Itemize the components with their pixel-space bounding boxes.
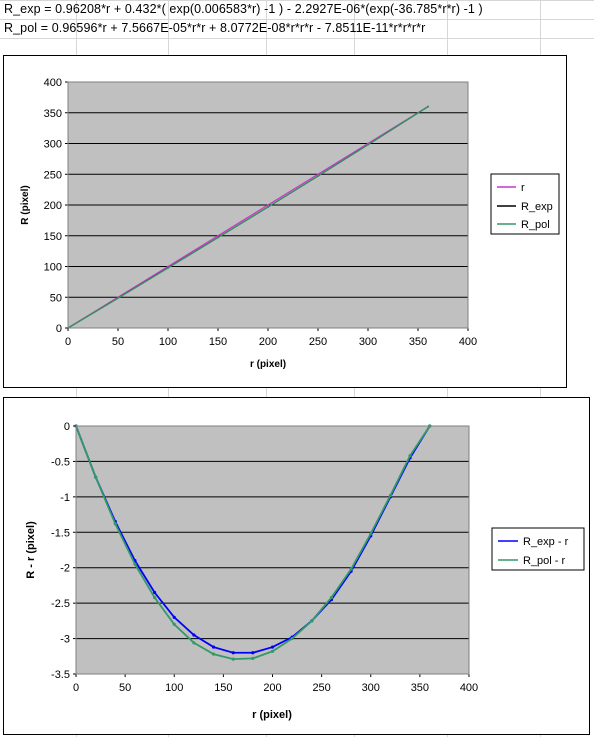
x-tick-label: 150	[209, 336, 227, 348]
plot-border	[67, 81, 469, 329]
y-tick-label: 300	[44, 139, 62, 151]
data-point	[369, 532, 373, 536]
series-line-r-pol	[67, 106, 429, 329]
sheet-row-line	[0, 38, 594, 39]
x-tick-label: 200	[263, 682, 281, 694]
x-tick-label: 400	[460, 682, 478, 694]
legend[interactable]: r R_exp R_pol	[490, 173, 560, 235]
y-tick-label: -2.5	[51, 598, 70, 610]
x-tick-label: 300	[359, 336, 377, 348]
data-point	[367, 143, 369, 146]
x-tick-label: 50	[119, 682, 131, 694]
y-tick-label: 50	[50, 292, 62, 304]
legend-label-r-exp: R_exp	[521, 201, 553, 213]
x-tick-label: 250	[312, 682, 330, 694]
legend-label-r-exp-minus-r: R_exp - r	[523, 536, 569, 548]
data-point	[153, 595, 157, 600]
x-tick-label: 250	[309, 336, 327, 348]
legend-label-r-pol: R_pol	[521, 219, 550, 231]
chart-residual-svg: 0-0.5-1-1.5-2-2.5-3-3.50 50 100 150 200 250 30…	[25, 421, 585, 721]
y-tick-label: 150	[44, 231, 62, 243]
sheet-row-line	[0, 19, 594, 20]
x-tick-label: 100	[165, 682, 183, 694]
data-point	[267, 204, 269, 206]
y-axis-title: R - r (pixel)	[25, 521, 37, 579]
x-axis-title: r (pixel)	[250, 359, 286, 370]
x-axis-title: r (pixel)	[252, 709, 292, 721]
data-point	[167, 267, 169, 269]
x-tick-label: 350	[409, 336, 427, 348]
x-tick-label: 0	[73, 682, 79, 694]
legend-label-r: r	[521, 182, 525, 194]
x-tick-label: 0	[65, 336, 71, 348]
x-tick-label: 100	[159, 336, 177, 348]
data-point	[270, 645, 275, 649]
legend-box	[491, 527, 585, 571]
data-point	[388, 493, 392, 498]
y-tick-label: -1	[60, 492, 70, 504]
data-point	[270, 649, 275, 653]
y-tick-label: 100	[44, 262, 62, 274]
x-tick-label: 350	[411, 682, 429, 694]
data-point	[192, 633, 196, 637]
data-point	[317, 173, 319, 176]
data-point	[251, 651, 255, 655]
y-tick-label: 0	[56, 323, 62, 335]
data-point	[172, 622, 176, 626]
x-tick-label: 150	[214, 682, 232, 694]
data-point	[211, 645, 216, 649]
y-tick-label: -2	[60, 563, 70, 575]
data-point	[408, 454, 412, 458]
y-tick-label: 0	[64, 421, 70, 433]
plot-area	[76, 426, 469, 674]
sheet-row-line	[0, 0, 594, 1]
data-point	[310, 619, 314, 623]
x-tick-label: 300	[362, 682, 380, 694]
chart-r-vs-r-svg: 0 50 100 150 200 250 300 350 400 0 50 100 150 200 250 3…	[20, 77, 560, 370]
formula-r-pol[interactable]: R_pol = 0.96596*r + 7.5667E-05*r*r + 8.0…	[4, 21, 426, 35]
y-tick-label: 400	[44, 77, 62, 89]
chart-r-vs-r[interactable]: 0 50 100 150 200 250 300 350 400 0 50 100 150 200 250 3…	[3, 55, 567, 388]
formula-r-exp[interactable]: R_exp = 0.96208*r + 0.432*( exp(0.006583…	[4, 2, 483, 16]
data-point	[117, 297, 119, 300]
y-axis-title: R (pixel)	[20, 185, 31, 224]
legend[interactable]: R_exp - r R_pol - r	[491, 527, 585, 571]
data-point	[427, 105, 429, 108]
legend-label-r-pol-minus-r: R_pol - r	[523, 555, 566, 567]
data-point	[172, 615, 176, 619]
data-point	[217, 236, 219, 239]
x-tick-label: 50	[112, 336, 124, 348]
y-tick-label: 350	[44, 108, 62, 120]
data-point	[217, 234, 219, 237]
chart-residual[interactable]: 0 -0.5 -1 -1.5 -2 -2.5 -3 -3.5 0 50 100 150 200 250 30…	[3, 397, 590, 735]
data-point	[153, 590, 157, 595]
y-tick-label: -0.5	[51, 456, 70, 468]
data-point	[317, 175, 319, 177]
data-point	[113, 522, 117, 526]
data-point	[211, 652, 216, 656]
data-point	[231, 651, 235, 655]
data-point	[251, 656, 255, 661]
series-line-r	[67, 106, 429, 329]
data-point	[94, 475, 98, 479]
y-tick-label: -3.5	[51, 669, 70, 681]
data-point	[290, 636, 294, 641]
y-tick-label: -1.5	[51, 527, 70, 539]
x-tick-label: 400	[459, 336, 477, 348]
y-tick-label: 250	[44, 169, 62, 181]
plot-border	[75, 425, 470, 675]
data-point	[192, 641, 196, 645]
y-tick-label: 200	[44, 200, 62, 212]
data-point	[349, 567, 353, 571]
y-tick-label: -3	[60, 634, 70, 646]
data-point	[267, 206, 269, 208]
data-point	[231, 657, 235, 661]
data-point	[133, 562, 137, 566]
x-tick-label: 200	[259, 336, 277, 348]
data-point	[329, 595, 334, 600]
